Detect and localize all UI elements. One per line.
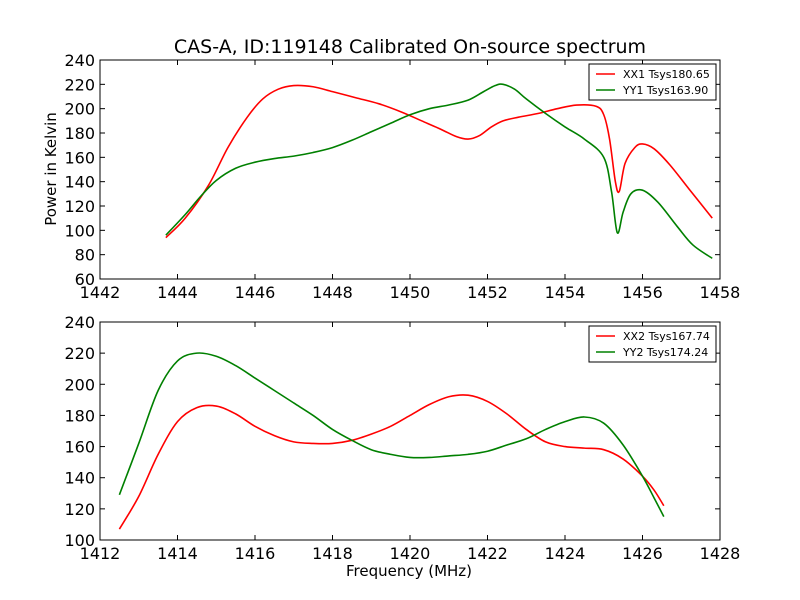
- x-tick-label: 1458: [700, 283, 741, 302]
- x-tick-label: 1424: [545, 544, 586, 563]
- y-axis-label: Power in Kelvin: [42, 112, 60, 226]
- x-tick-label: 1418: [312, 544, 353, 563]
- x-tick-label: 1426: [622, 544, 663, 563]
- x-tick-label: 1452: [467, 283, 508, 302]
- y-tick-label: 220: [64, 75, 95, 94]
- legend: XX1 Tsys180.65 YY1 Tsys163.90: [588, 63, 717, 101]
- y-tick-label: 80: [75, 246, 95, 265]
- y-tick-label: 220: [64, 344, 95, 363]
- y-tick-label: 200: [64, 100, 95, 119]
- legend-label: XX1 Tsys180.65: [623, 68, 710, 81]
- y-tick-label: 100: [64, 221, 95, 240]
- legend-box: [588, 325, 717, 363]
- x-tick-label: 1444: [157, 283, 198, 302]
- x-axis-label: Frequency (MHz): [346, 562, 472, 580]
- x-tick-label: 1428: [700, 544, 741, 563]
- legend-box: [588, 63, 717, 101]
- y-tick-label: 240: [64, 313, 95, 332]
- series-line-2-2: [118, 352, 665, 518]
- x-tick-label: 1450: [390, 283, 431, 302]
- y-tick-label: 140: [64, 173, 95, 192]
- x-tick-label: 1420: [390, 544, 431, 563]
- figure-title: CAS-A, ID:119148 Calibrated On-source sp…: [174, 36, 646, 58]
- y-tick-label: 120: [64, 500, 95, 519]
- y-tick-label: 180: [64, 124, 95, 143]
- y-tick-label: 100: [64, 531, 95, 550]
- y-tick-label: 180: [64, 406, 95, 425]
- legend-label: XX2 Tsys167.74: [623, 330, 710, 343]
- x-tick-label: 1456: [622, 283, 663, 302]
- y-tick-label: 240: [64, 51, 95, 70]
- x-tick-label: 1442: [80, 283, 121, 302]
- y-tick-label: 140: [64, 469, 95, 488]
- chart-panel-2: 1412 1414 1416 1418 1420 1422 1424 1426 1428 100 1…: [64, 313, 740, 563]
- y-tick-label: 160: [64, 438, 95, 457]
- y-tick-label: 160: [64, 148, 95, 167]
- x-tick-label: 1416: [235, 544, 276, 563]
- x-tick-label: 1422: [467, 544, 508, 563]
- legend: XX2 Tsys167.74 YY2 Tsys174.24: [588, 325, 717, 363]
- chart-panel-1: 1442 1444 1446 1448 1450 1452 1454 1456 1458 60 80…: [64, 51, 740, 302]
- chart-panels: 1442 1444 1446 1448 1450 1452 1454 1456 1458 60 80…: [64, 51, 740, 563]
- series-line-1-1: [165, 84, 713, 239]
- x-tick-label: 1446: [235, 283, 276, 302]
- x-tick-label: 1454: [545, 283, 586, 302]
- x-tick-label: 1448: [312, 283, 353, 302]
- legend-label: YY1 Tsys163.90: [622, 84, 708, 97]
- y-tick-label: 60: [75, 270, 95, 289]
- x-tick-label: 1412: [80, 544, 121, 563]
- series-line-1-2: [165, 83, 713, 259]
- x-tick-label: 1414: [157, 544, 198, 563]
- series-line-2-1: [118, 394, 665, 530]
- legend-label: YY2 Tsys174.24: [622, 346, 708, 359]
- y-tick-label: 200: [64, 375, 95, 394]
- y-tick-label: 120: [64, 197, 95, 216]
